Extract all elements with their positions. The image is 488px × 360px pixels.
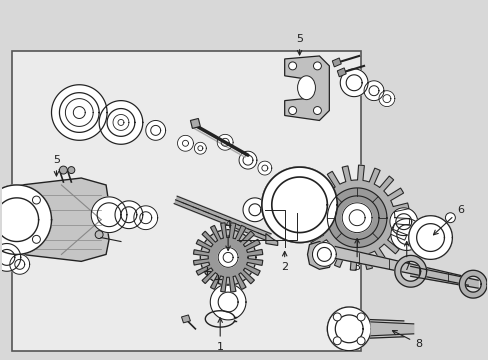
Polygon shape	[335, 247, 468, 285]
Text: 4: 4	[224, 220, 231, 251]
Polygon shape	[217, 134, 233, 150]
Polygon shape	[113, 114, 129, 130]
Circle shape	[333, 313, 341, 321]
Polygon shape	[458, 270, 486, 298]
Polygon shape	[51, 85, 107, 140]
Polygon shape	[0, 185, 51, 255]
Polygon shape	[340, 69, 367, 96]
Circle shape	[356, 337, 365, 345]
Text: 5: 5	[295, 34, 303, 55]
Circle shape	[32, 196, 41, 204]
Polygon shape	[17, 178, 109, 261]
Polygon shape	[194, 142, 206, 154]
Circle shape	[32, 235, 41, 243]
Circle shape	[0, 196, 1, 204]
Polygon shape	[364, 81, 383, 100]
Circle shape	[68, 167, 75, 174]
Circle shape	[445, 213, 454, 223]
Polygon shape	[134, 206, 157, 230]
Polygon shape	[304, 165, 409, 270]
Polygon shape	[190, 118, 200, 129]
Polygon shape	[99, 100, 142, 144]
Polygon shape	[378, 91, 394, 107]
Polygon shape	[342, 203, 371, 233]
Polygon shape	[390, 219, 422, 251]
Polygon shape	[408, 216, 451, 260]
Polygon shape	[239, 151, 256, 169]
Polygon shape	[218, 247, 238, 267]
Circle shape	[313, 107, 321, 114]
Text: 1: 1	[216, 318, 223, 352]
Polygon shape	[0, 185, 51, 255]
Circle shape	[313, 62, 321, 70]
Polygon shape	[10, 255, 30, 274]
Polygon shape	[408, 216, 451, 260]
Polygon shape	[332, 58, 341, 67]
Polygon shape	[326, 188, 386, 247]
Polygon shape	[262, 167, 337, 243]
Polygon shape	[193, 223, 262, 292]
Circle shape	[288, 107, 296, 114]
Polygon shape	[394, 255, 426, 287]
Polygon shape	[200, 230, 255, 285]
Polygon shape	[177, 135, 193, 151]
Polygon shape	[326, 307, 370, 351]
Circle shape	[326, 307, 370, 351]
Polygon shape	[337, 68, 346, 77]
Text: 5: 5	[53, 155, 60, 176]
Polygon shape	[262, 167, 337, 243]
Polygon shape	[410, 266, 477, 288]
Polygon shape	[91, 197, 127, 233]
Polygon shape	[257, 161, 271, 175]
Polygon shape	[65, 99, 93, 126]
Polygon shape	[210, 284, 245, 320]
Polygon shape	[0, 243, 20, 271]
Circle shape	[95, 231, 103, 239]
Polygon shape	[307, 242, 334, 269]
Polygon shape	[370, 322, 413, 336]
Polygon shape	[312, 243, 336, 266]
Bar	[12, 51, 360, 351]
Polygon shape	[284, 56, 328, 121]
Circle shape	[60, 166, 67, 174]
Text: 6: 6	[432, 205, 463, 235]
Text: 2: 2	[281, 252, 287, 272]
Polygon shape	[243, 198, 266, 222]
Text: 7: 7	[402, 242, 409, 272]
Polygon shape	[145, 121, 165, 140]
Circle shape	[288, 62, 296, 70]
Polygon shape	[389, 208, 417, 235]
Polygon shape	[262, 202, 277, 218]
Ellipse shape	[297, 76, 315, 100]
Polygon shape	[115, 201, 142, 229]
Circle shape	[0, 235, 1, 243]
Circle shape	[333, 337, 341, 345]
Polygon shape	[353, 319, 403, 339]
Text: 8: 8	[392, 330, 421, 349]
Polygon shape	[265, 234, 277, 246]
Polygon shape	[181, 315, 190, 323]
Circle shape	[356, 313, 365, 321]
Text: 3: 3	[353, 239, 360, 272]
